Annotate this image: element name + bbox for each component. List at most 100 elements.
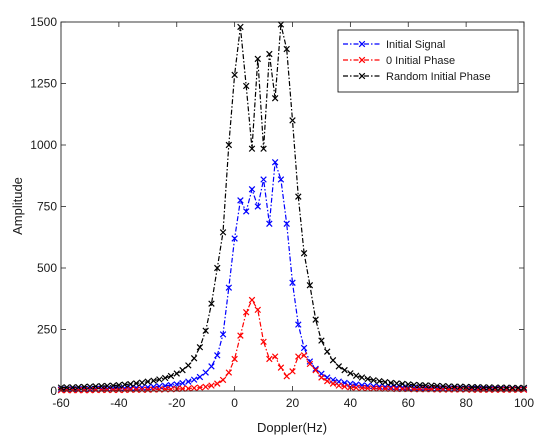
data-point: [428, 385, 435, 392]
data-point: [167, 372, 175, 380]
legend-entry-0: Initial Signal: [343, 39, 445, 51]
data-point: [219, 229, 227, 236]
data-point: [300, 250, 308, 257]
data-point: [214, 352, 221, 359]
data-point: [138, 379, 146, 386]
data-point: [185, 385, 192, 392]
data-point: [248, 296, 256, 304]
data-point: [474, 383, 481, 391]
data-point: [248, 145, 256, 152]
data-point: [283, 45, 290, 53]
x-tick-label: 0: [231, 396, 238, 410]
y-tick-label: 1500: [30, 15, 57, 29]
data-point: [422, 382, 429, 389]
data-point: [231, 355, 238, 363]
data-point: [138, 386, 146, 393]
data-point: [335, 382, 343, 389]
data-point: [399, 380, 406, 388]
legend-marker: [358, 40, 366, 48]
data-point: [242, 208, 250, 215]
data-point: [514, 384, 522, 392]
data-point: [144, 386, 152, 393]
data-point: [266, 220, 273, 227]
data-point: [509, 386, 516, 393]
data-point: [416, 381, 424, 389]
data-point: [445, 385, 452, 392]
data-point: [381, 378, 389, 386]
data-point: [312, 366, 319, 374]
data-point: [410, 381, 418, 389]
data-point: [439, 382, 447, 390]
y-tick-label: 500: [37, 261, 57, 275]
data-point: [208, 363, 215, 370]
legend-entry-2: Random Initial Phase: [343, 71, 491, 83]
legend: Initial Signal 0 Initial Phase Random Init…: [337, 29, 519, 93]
data-point: [214, 264, 221, 272]
data-point: [63, 384, 71, 391]
data-point: [300, 352, 308, 359]
data-point: [405, 381, 412, 388]
data-point: [98, 382, 105, 390]
data-point: [295, 321, 302, 328]
x-tick-label: 80: [459, 396, 473, 410]
data-point: [364, 375, 371, 383]
axes-layer: -60 -40 -20 0 20 40 60 80 1000250500750100012501…: [30, 15, 534, 410]
data-point: [69, 384, 76, 391]
data-point: [115, 381, 123, 389]
data-point: [260, 176, 267, 183]
data-point: [202, 369, 209, 376]
data-point: [266, 355, 273, 363]
data-point: [335, 363, 343, 370]
x-tick-label: 20: [286, 396, 300, 410]
data-point: [468, 386, 476, 393]
data-point: [237, 23, 244, 31]
data-point: [156, 376, 163, 383]
data-point: [289, 368, 296, 375]
data-point: [271, 95, 279, 102]
data-point: [271, 353, 279, 360]
data-point: [190, 384, 198, 392]
data-point: [179, 366, 186, 374]
data-point: [92, 383, 99, 390]
data-point: [480, 386, 487, 393]
data-point: [260, 145, 267, 152]
x-tick-label: 100: [514, 396, 534, 410]
data-point: [104, 382, 111, 390]
data-point: [468, 383, 476, 391]
data-point: [306, 360, 314, 368]
data-point: [190, 355, 198, 362]
data-point: [127, 386, 134, 393]
legend-entry-1: 0 Initial Phase: [343, 55, 455, 67]
data-point: [121, 386, 128, 394]
data-point: [219, 376, 227, 384]
x-tick-label: 40: [344, 396, 358, 410]
legend-box: [337, 29, 519, 93]
data-point: [329, 380, 337, 387]
legend-label: 0 Initial Phase: [386, 55, 455, 67]
data-point: [271, 158, 279, 166]
data-point: [295, 353, 302, 360]
legend-label: Initial Signal: [386, 39, 445, 51]
data-point: [491, 384, 499, 391]
data-point: [254, 203, 261, 210]
data-point: [451, 383, 458, 390]
data-point: [358, 384, 366, 392]
data-point: [358, 382, 366, 389]
data-point: [208, 300, 215, 307]
x-tick-label: 60: [402, 396, 416, 410]
data-point: [312, 316, 319, 323]
data-point: [370, 385, 377, 392]
data-point: [300, 344, 308, 352]
data-point: [283, 373, 290, 380]
data-point: [133, 386, 140, 393]
legend-marker: [358, 72, 366, 80]
data-point: [318, 337, 325, 344]
data-point: [341, 366, 348, 374]
data-point: [376, 377, 383, 385]
data-point: [237, 332, 244, 339]
data-point: [225, 141, 233, 149]
data-point: [289, 117, 296, 124]
data-point: [480, 384, 487, 391]
y-tick-label: 1000: [30, 138, 57, 152]
